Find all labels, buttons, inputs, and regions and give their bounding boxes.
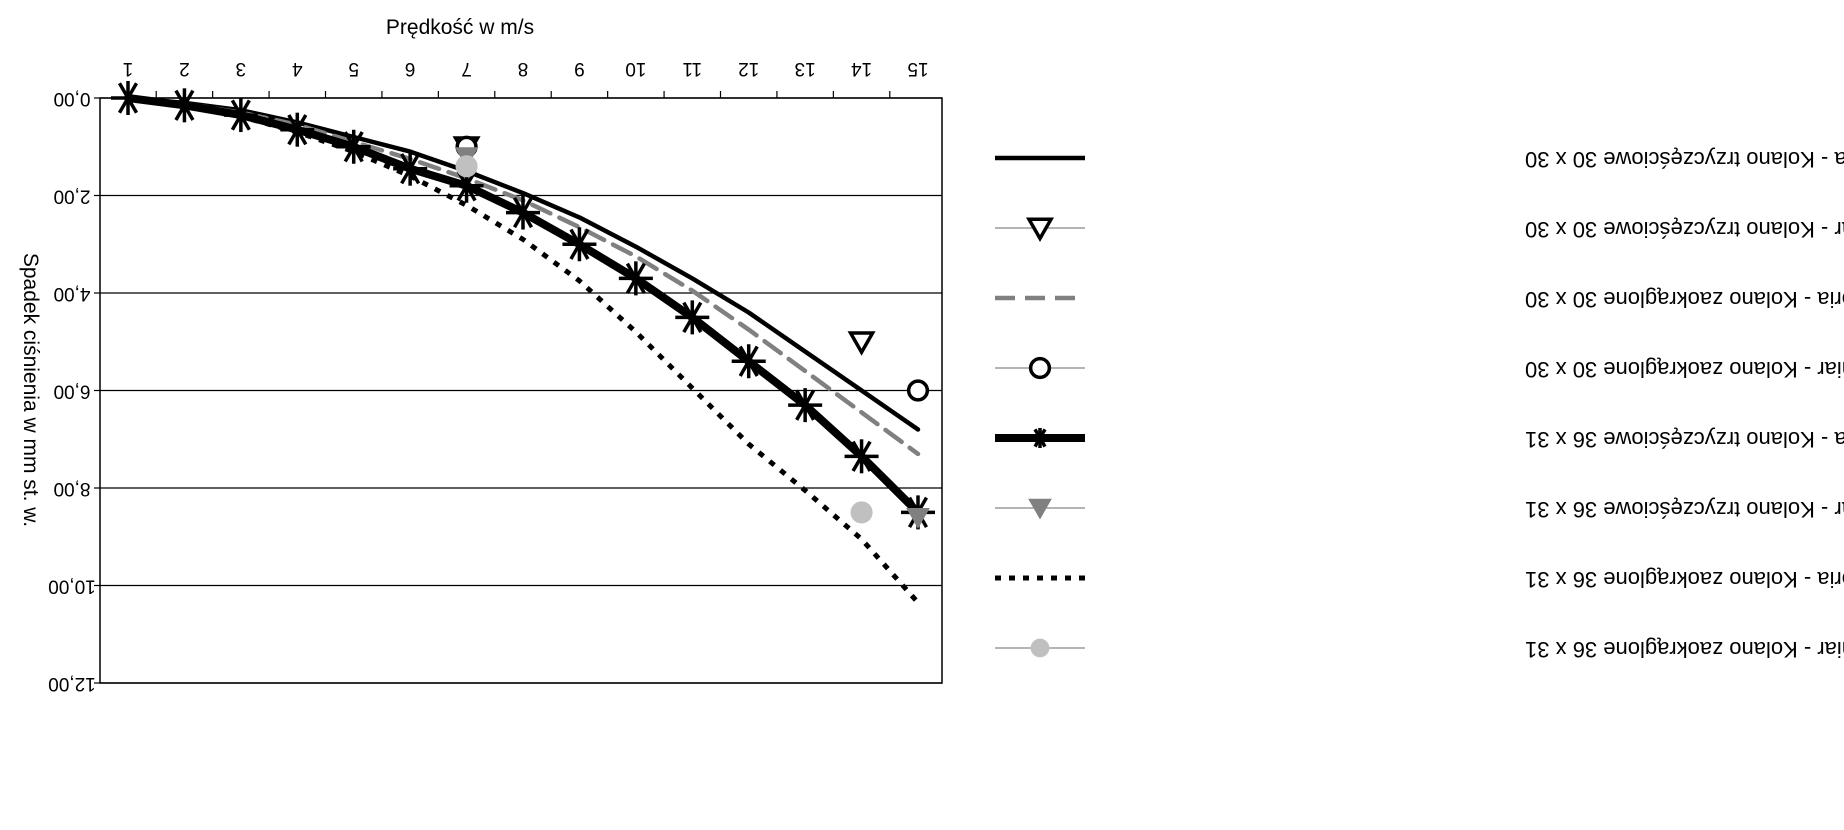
series-line-0 <box>125 95 921 432</box>
legend: Teoria - Kolano trzyczęściowe 30 x 30 Pom… <box>995 147 1844 662</box>
y-tick-label: 8,00 <box>54 478 91 499</box>
legend-swatch-marker <box>1025 217 1055 242</box>
y-tick-label: 6,00 <box>54 380 91 401</box>
x-axis-title: Prędkość w m/s <box>386 16 534 39</box>
y-tick-label: 2,00 <box>54 185 91 206</box>
x-tick-label: 13 <box>795 58 816 79</box>
data-point-4 <box>788 388 823 423</box>
data-point-5 <box>906 507 930 529</box>
x-tick-label: 14 <box>851 58 873 79</box>
legend-label: Teoria - Kolano trzyczęściowe 36 x 31 <box>1525 427 1844 452</box>
data-point-4 <box>223 98 258 133</box>
data-point-4 <box>280 112 315 147</box>
legend-label: Pomiar - Kolano trzyczęściowe 30 x 30 <box>1525 217 1844 242</box>
legend-swatch-marker <box>1030 428 1050 448</box>
data-point-4 <box>111 81 145 115</box>
legend-swatch-marker <box>1030 638 1050 658</box>
data-point-4 <box>562 227 597 262</box>
x-tick-label: 6 <box>405 58 416 79</box>
x-tick-label: 15 <box>907 58 928 79</box>
x-tick-label: 8 <box>518 58 529 79</box>
data-point-4 <box>393 151 428 186</box>
data-point-7 <box>455 155 478 178</box>
legend-item: Teoria - Kolano zaokrąglone 30 x 30 <box>995 287 1844 312</box>
x-tick-label: 2 <box>179 58 190 79</box>
x-tick-label: 3 <box>236 58 247 79</box>
x-tick-label: 11 <box>682 58 702 79</box>
grid-layer <box>100 97 942 684</box>
series-line-6 <box>127 95 920 605</box>
data-point-1 <box>847 331 876 356</box>
y-tick-label: 10,00 <box>48 575 96 596</box>
x-tick-label: 1 <box>123 58 134 79</box>
data-point-4 <box>675 300 710 335</box>
data-point-4 <box>844 439 879 474</box>
y-axis-title: Spadek ciśnienia w mm st. w. <box>19 253 42 527</box>
legend-label: Pomiar - Kolano zaokrąglone 36 x 31 <box>1525 637 1844 662</box>
data-point-4 <box>336 129 371 164</box>
legend-label: Pomiar - Kolano zaokrąglone 30 x 30 <box>1525 357 1844 382</box>
y-tick-label: 12,00 <box>48 673 96 694</box>
legend-label: Pomiar - Kolano trzyczęściowe 36 x 31 <box>1525 497 1844 522</box>
x-tick-label: 12 <box>738 58 759 79</box>
legend-item: Pomiar - Kolano zaokrąglone 30 x 30 <box>995 356 1844 382</box>
series-line-4 <box>124 94 922 517</box>
legend-swatch-marker <box>1028 356 1052 380</box>
y-tick-label: 4,00 <box>54 283 91 304</box>
legend-item: Teoria - Kolano zaokrąglone 36 x 31 <box>995 567 1844 592</box>
legend-label: Teoria - Kolano zaokrąglone 30 x 30 <box>1525 287 1844 312</box>
legend-item: Pomiar - Kolano trzyczęściowe 36 x 31 <box>995 497 1844 522</box>
series-layer <box>111 81 935 605</box>
data-point-4 <box>618 261 653 296</box>
legend-item: Teoria - Kolano trzyczęściowe 36 x 31 <box>995 427 1844 452</box>
data-point-4 <box>506 195 540 230</box>
x-tick-label: 10 <box>625 58 646 79</box>
legend-item: Teoria - Kolano trzyczęściowe 30 x 30 <box>995 147 1844 172</box>
data-point-7 <box>850 501 873 524</box>
data-point-3 <box>906 379 930 402</box>
legend-label: Teoria - Kolano trzyczęściowe 30 x 30 <box>1525 147 1844 172</box>
y-tick-label: 0,00 <box>54 88 91 109</box>
legend-swatch-marker <box>1028 498 1052 520</box>
x-tick-label: 4 <box>292 58 303 79</box>
x-tick-label: 9 <box>574 58 585 79</box>
x-tick-label: 5 <box>348 58 359 79</box>
data-point-4 <box>167 88 202 123</box>
legend-item: Pomiar - Kolano zaokrąglone 36 x 31 <box>995 637 1844 662</box>
legend-label: Teoria - Kolano zaokrąglone 36 x 31 <box>1525 567 1844 592</box>
x-tick-label: 7 <box>461 58 472 79</box>
data-point-4 <box>731 344 766 379</box>
legend-item: Pomiar - Kolano trzyczęściowe 30 x 30 <box>995 217 1844 242</box>
